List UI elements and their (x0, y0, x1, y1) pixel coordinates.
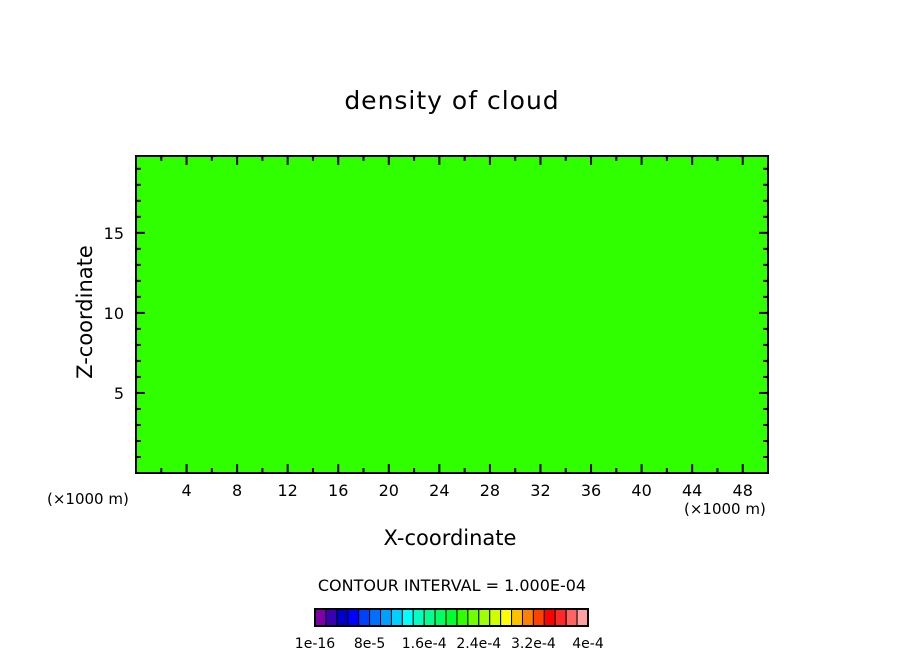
band-top (136, 156, 768, 473)
colorbar-cell (565, 608, 578, 627)
colorbar-label: 4e-4 (572, 636, 604, 652)
colorbar-cell (543, 608, 556, 627)
x-tick-label: 8 (232, 481, 242, 500)
x-tick-label: 28 (480, 481, 500, 500)
y-axis-unit: (×1000 m) (47, 490, 129, 508)
colorbar-cell (554, 608, 567, 627)
colorbar-cell (532, 608, 545, 627)
x-tick-label: 20 (379, 481, 399, 500)
colorbar-cell (467, 608, 480, 627)
colorbar-cell (456, 608, 469, 627)
x-tick-label: 16 (328, 481, 348, 500)
colorbar-cell (347, 608, 360, 627)
contour-interval-text: CONTOUR INTERVAL = 1.000E-04 (317, 576, 587, 595)
y-tick-label: 15 (104, 224, 124, 243)
y-tick-label: 10 (104, 304, 124, 323)
colorbar-cell (521, 608, 534, 627)
colorbar-cell (336, 608, 349, 627)
colorbar-cell (325, 608, 338, 627)
x-tick-label: 48 (733, 481, 753, 500)
colorbar-cell (358, 608, 371, 627)
colorbar-label: 1e-16 (295, 636, 335, 652)
x-tick-label: 36 (581, 481, 601, 500)
colorbar-label: 8e-5 (354, 636, 385, 652)
colorbar-cell (576, 608, 589, 627)
colorbar-cell (314, 608, 327, 627)
x-axis-unit: (×1000 m) (684, 500, 766, 518)
plot-frame (135, 155, 769, 474)
colorbar-cell (380, 608, 392, 627)
colorbar-cell (412, 608, 425, 627)
colorbar-cell (500, 608, 513, 627)
colorbar-cell (390, 608, 403, 627)
colorbar-cell (401, 608, 414, 627)
colorbar-cell (511, 608, 523, 627)
colorbar-cell (423, 608, 436, 627)
chart-title: density of cloud (344, 86, 560, 115)
x-tick-label: 44 (682, 481, 702, 500)
colorbar-cell (445, 608, 458, 627)
colorbar-label: 1.6e-4 (402, 636, 447, 652)
x-tick-label: 12 (278, 481, 298, 500)
colorbar-label: 2.4e-4 (456, 636, 501, 652)
colorbar-label: 3.2e-4 (511, 636, 556, 652)
colorbar-cell (478, 608, 491, 627)
x-tick-label: 40 (631, 481, 651, 500)
x-tick-label: 32 (530, 481, 550, 500)
x-axis-label: X-coordinate (383, 526, 517, 550)
y-tick-label: 5 (114, 384, 124, 403)
colorbar-frame (314, 608, 589, 627)
y-axis-label: Z-coordinate (73, 245, 97, 379)
colorbar-cell (489, 608, 502, 627)
colorbar-cell (369, 608, 382, 627)
x-tick-label: 24 (429, 481, 449, 500)
x-tick-label: 4 (181, 481, 191, 500)
colorbar-cell (434, 608, 447, 627)
